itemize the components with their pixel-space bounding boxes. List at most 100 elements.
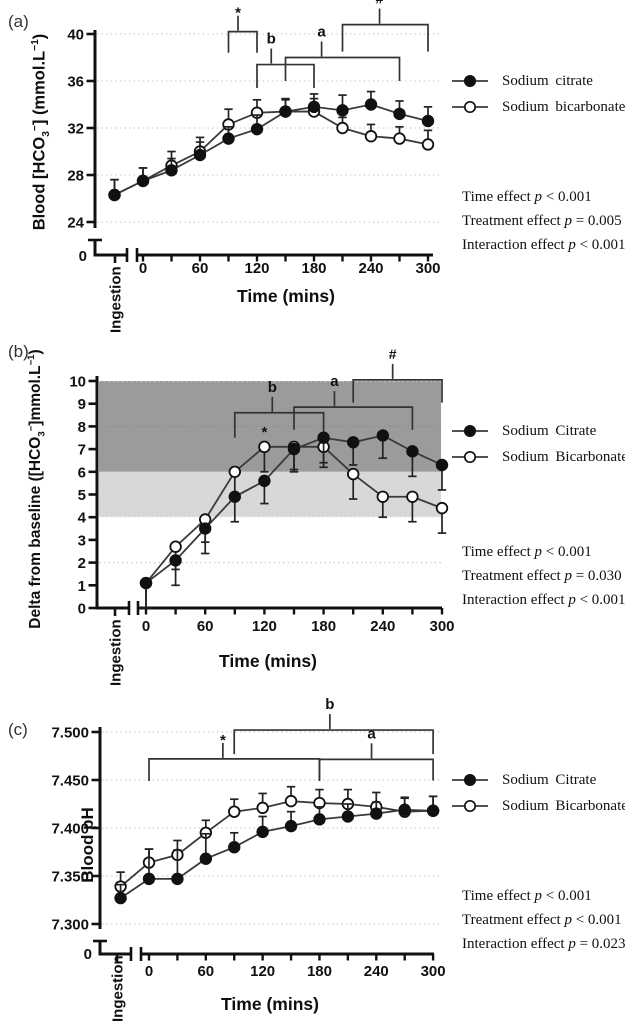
data-point-marker [228,805,241,818]
stat-text: < 0.001 [575,237,625,253]
legend-label: Sodium bicarbonate [502,98,625,115]
svg-text:32: 32 [67,121,84,138]
panel-a-brackets: * b a # [227,0,429,89]
data-point-marker [228,841,241,854]
svg-text:0: 0 [78,601,86,618]
data-point-marker [376,490,390,503]
data-point-marker [250,122,264,136]
data-point-marker [406,490,419,503]
stat-text: < 0.001 [542,189,592,205]
svg-text:0: 0 [145,963,153,980]
panel-b-brackets: b a # [233,346,443,438]
p-symbol: p [568,936,576,952]
data-point-marker [287,442,301,456]
open-circle-marker-icon [452,450,488,464]
data-point-marker [393,107,406,121]
data-point-marker [256,825,269,839]
svg-text:7.350: 7.350 [51,869,89,886]
ingestion-axis-label: Ingestion [108,266,125,333]
legend-item: Sodium Bicarbonate [450,793,625,819]
svg-text:7.400: 7.400 [51,821,89,838]
stat-text: < 0.001 [542,544,592,560]
svg-text:*: * [261,424,267,441]
panel-a-chart: * b a #24 28 32 36 40 0 0 60 120 180 240 300 Ingestion [67,0,440,333]
p-symbol: p [568,237,576,253]
data-point-marker [165,164,178,177]
stat-line: Treatment effect p = 0.005 [462,209,625,233]
stat-text: Time effect [462,888,535,904]
stat-line: Time effect p < 0.001 [462,185,625,209]
data-point-marker [347,436,360,449]
stat-text: < 0.001 [575,592,625,608]
svg-text:6: 6 [78,464,86,481]
data-point-marker [258,474,271,488]
stats-block-c: Time effect p < 0.001 Treatment effect p… [462,884,625,956]
data-point-marker [136,174,150,188]
svg-text:4: 4 [78,510,87,527]
svg-text:300: 300 [429,618,454,635]
data-point-marker [336,121,349,135]
svg-text:120: 120 [252,618,277,635]
data-point-marker [336,104,349,117]
stats-block-b: Time effect p < 0.001 Treatment effect p… [462,540,625,612]
data-point-marker [258,440,271,454]
data-point-marker [256,801,269,815]
stat-text: Treatment effect [462,912,565,928]
stat-text: Interaction effect [462,237,569,253]
data-point-marker [341,810,355,823]
svg-text:180: 180 [311,618,336,635]
legend-label: Sodium Bicarbonate [502,448,625,465]
x-axis-title-b: Time (mins) [219,651,317,671]
data-point-marker [169,540,182,553]
p-symbol: p [568,592,576,608]
svg-text:1: 1 [78,578,86,595]
panel-c-brackets: * b a [148,696,434,781]
panel-letter-a: (a) [8,12,29,31]
panel-c-series-filled [114,795,440,905]
svg-text:0: 0 [79,248,87,265]
stat-text: Treatment effect [462,213,565,229]
stat-text: = 0.023 [575,936,625,952]
svg-text:0: 0 [142,618,150,635]
svg-text:b: b [268,379,277,396]
filled-circle-marker-icon [452,773,488,787]
svg-text:60: 60 [192,260,209,277]
svg-text:240: 240 [370,618,395,635]
svg-text:180: 180 [307,963,332,980]
p-symbol: p [564,213,572,229]
legend-item: Sodium Bicarbonate [450,444,625,470]
stat-text: < 0.001 [571,912,622,928]
stats-block-a: Time effect p < 0.001 Treatment effect p… [462,185,625,257]
panel-c-axes: 7.300 7.350 7.400 7.450 7.500 0 0 60 120 180 240 30… [51,725,445,1023]
stat-text: Time effect [462,189,535,205]
svg-text:3: 3 [78,532,86,549]
svg-text:7.300: 7.300 [51,917,89,934]
legend-label: Sodium Citrate [502,422,597,439]
stat-text: Interaction effect [462,592,569,608]
panel-c-chart: * b a 7.300 7.350 7.400 7.450 7.500 0 0 60 120 180 24… [51,696,445,1022]
y-axis-title-b: Delta from baseline ([HCO3−]mmol.L−1) [26,349,48,629]
data-point-marker [279,105,292,118]
data-point-marker [393,132,406,145]
filled-circle-marker-icon [452,424,488,438]
svg-text:a: a [330,373,339,390]
stat-text: Interaction effect [462,936,569,952]
legend-c: Sodium Citrate Sodium Bicarbonate [450,767,625,819]
panel-b-series-filled [139,429,449,609]
data-point-marker [364,98,378,111]
legend-item: Sodium Citrate [450,418,625,444]
svg-text:240: 240 [358,260,383,277]
data-point-marker [435,501,449,515]
svg-text:0: 0 [84,946,92,963]
legend-item: Sodium bicarbonate [450,94,625,120]
data-point-marker [284,819,298,833]
stat-line: Treatment effect p < 0.001 [462,908,625,932]
svg-text:7: 7 [78,442,86,459]
legend-a: Sodium citrate Sodium bicarbonate [450,68,625,120]
p-symbol: p [564,912,572,928]
stat-line: Time effect p < 0.001 [462,540,625,564]
stat-text: Time effect [462,544,535,560]
legend-item: Sodium Citrate [450,767,625,793]
legend-label: Sodium citrate [502,72,593,89]
